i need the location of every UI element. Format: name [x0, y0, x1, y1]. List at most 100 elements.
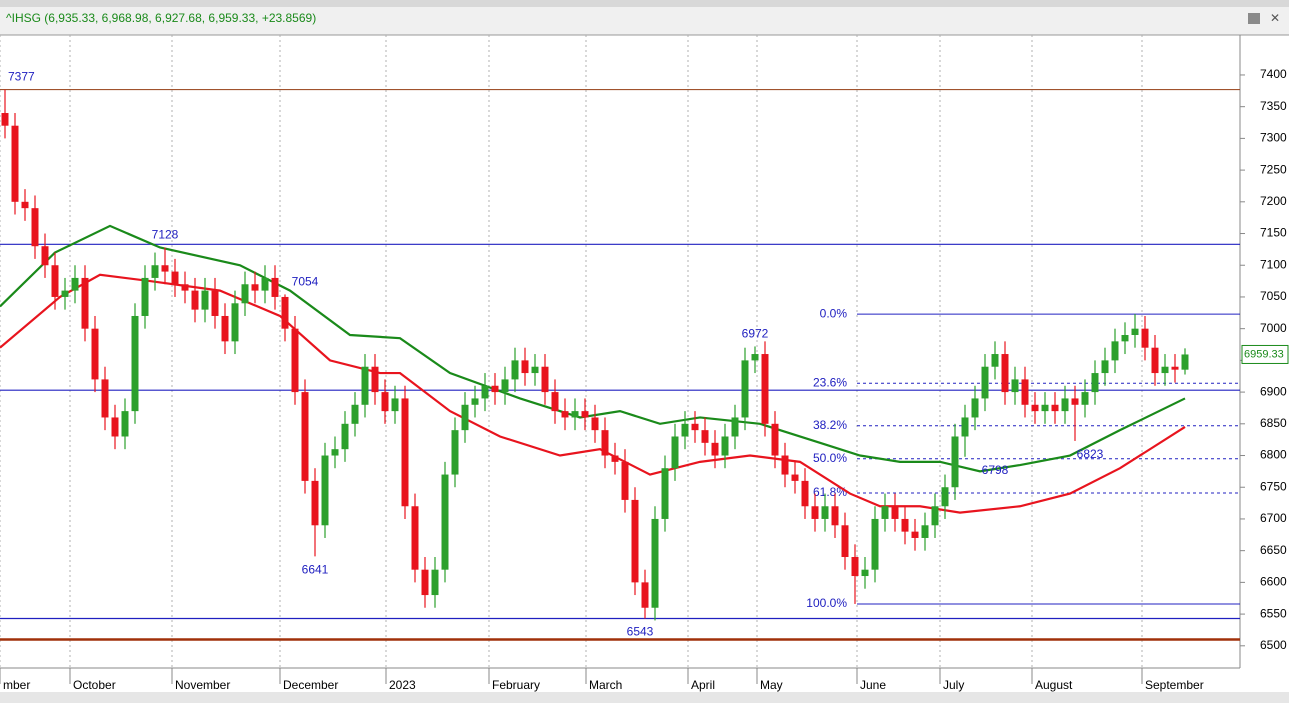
candle-body [521, 360, 529, 374]
candle-body [611, 455, 619, 462]
candle-body [121, 411, 129, 437]
annotation: 7377 [8, 70, 35, 84]
candle-body [351, 404, 359, 424]
candle-body [711, 442, 719, 456]
candle-body [231, 303, 239, 342]
candle-body [671, 436, 679, 469]
candle-body [651, 518, 659, 608]
candle-body [951, 436, 959, 488]
candle-body [721, 436, 729, 456]
candle-body [361, 366, 369, 405]
x-tick-label: November [175, 678, 230, 692]
candle-body [551, 392, 559, 412]
candle-body [531, 366, 539, 374]
candle-body [131, 315, 139, 412]
candle-body [201, 290, 209, 310]
x-tick-label: March [589, 678, 622, 692]
scrollbar[interactable] [0, 692, 1289, 703]
fib-label: 100.0% [806, 596, 847, 610]
fib-label: 50.0% [813, 451, 847, 465]
candle-body [371, 366, 379, 393]
candle-body [771, 423, 779, 456]
restore-button[interactable] [1248, 13, 1260, 24]
y-tick-label: 7100 [1260, 257, 1287, 271]
x-tick-label: 2023 [389, 678, 416, 692]
annotation: 6543 [627, 625, 654, 639]
candle-body [981, 366, 989, 399]
candle-body [301, 392, 309, 481]
candle-body [141, 277, 149, 316]
candle-body [181, 284, 189, 291]
y-tick-label: 7050 [1260, 289, 1287, 303]
candle-body [1011, 379, 1019, 393]
candle-body [1021, 379, 1029, 405]
candle-body [1121, 335, 1129, 342]
annotation: 6823 [1077, 447, 1104, 461]
candle-body [451, 430, 459, 475]
candle-body [561, 411, 569, 418]
x-tick-label: May [760, 678, 783, 692]
candle-body [731, 417, 739, 437]
x-tick-label: December [283, 678, 338, 692]
candle-body [601, 430, 609, 456]
candle-body [881, 506, 889, 519]
candle-body [241, 284, 249, 304]
candle-body [441, 474, 449, 570]
x-tick-label: September [1145, 678, 1204, 692]
candle-body [161, 265, 169, 272]
candle-body [1181, 354, 1189, 370]
candle-body [741, 360, 749, 418]
candle-body [1091, 373, 1099, 393]
x-tick-label: June [860, 678, 886, 692]
candle-body [681, 423, 689, 437]
candle-body [661, 468, 669, 519]
candle-body [971, 398, 979, 418]
candle-body [811, 506, 819, 519]
y-tick-label: 6850 [1260, 416, 1287, 430]
candle-body [481, 385, 489, 399]
candle-body [841, 525, 849, 558]
candle-body [751, 354, 759, 361]
candle-body [21, 201, 29, 209]
toolbar-edge [0, 0, 1289, 7]
candle-body [1051, 404, 1059, 412]
candle-body [571, 411, 579, 418]
candle-body [71, 277, 79, 291]
candle-body [1081, 392, 1089, 405]
candle-body [221, 315, 229, 342]
candle-body [111, 417, 119, 437]
candle-body [591, 417, 599, 431]
candle-body [891, 506, 899, 519]
candle-body [471, 398, 479, 405]
candle-body [171, 271, 179, 285]
candle-body [191, 290, 199, 310]
annotation: 7054 [292, 275, 319, 289]
candle-body [941, 487, 949, 507]
y-tick-label: 7300 [1260, 131, 1287, 145]
candle-body [461, 404, 469, 431]
candle-body [541, 366, 549, 393]
candle-body [431, 569, 439, 596]
close-button[interactable]: ✕ [1270, 11, 1280, 25]
candle-body [1031, 404, 1039, 412]
candle-body [61, 290, 69, 297]
candle-body [871, 518, 879, 570]
candle-body [781, 455, 789, 475]
candle-body [391, 398, 399, 412]
candle-body [851, 557, 859, 577]
candle-body [911, 531, 919, 538]
candle-body [281, 296, 289, 329]
candle-body [101, 379, 109, 418]
candle-body [1101, 360, 1109, 374]
fib-label: 23.6% [813, 375, 847, 389]
candle-body [91, 328, 99, 380]
candle-body [631, 499, 639, 583]
candle-body [381, 392, 389, 412]
y-tick-label: 7400 [1260, 67, 1287, 81]
y-tick-label: 6900 [1260, 384, 1287, 398]
candle-body [1141, 328, 1149, 348]
candle-body [1071, 398, 1079, 405]
y-tick-label: 6700 [1260, 511, 1287, 525]
candle-body [701, 430, 709, 443]
